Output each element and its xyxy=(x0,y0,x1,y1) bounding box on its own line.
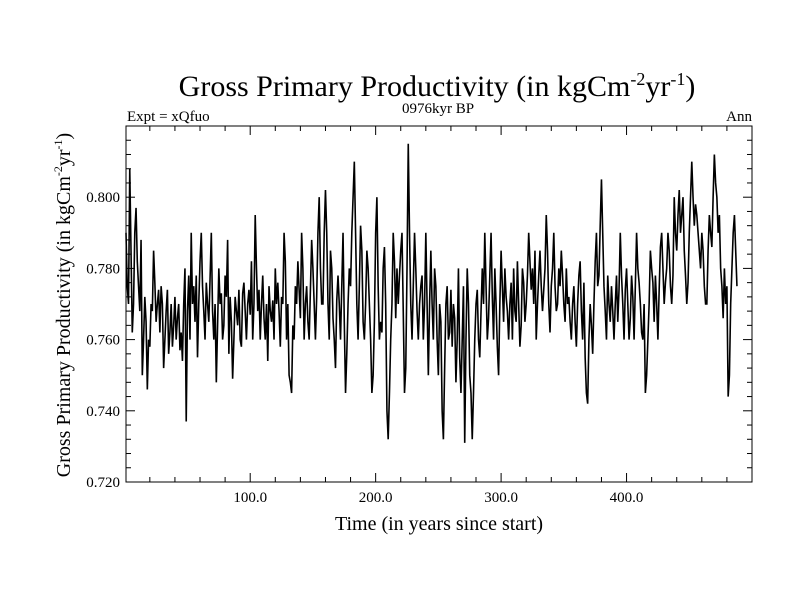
experiment-label: Expt = xQfuo xyxy=(127,109,210,125)
y-tick-label: 0.780 xyxy=(86,261,120,277)
chart-title-sup1: -2 xyxy=(630,69,645,89)
season-label: Ann xyxy=(726,109,752,125)
y-axis: 0.720 0.740 0.760 0.780 0.800 xyxy=(86,139,752,491)
y-tick-label: 0.720 xyxy=(86,475,120,491)
y-axis-label-mid: yr xyxy=(53,149,75,166)
chart-title-main: Gross Primary Productivity (in kgCm xyxy=(179,70,631,103)
chart-title-mid: yr xyxy=(645,70,670,103)
y-axis-label-sup1: -2 xyxy=(51,166,65,176)
period-label: 0976kyr BP xyxy=(402,101,474,117)
x-tick-label: 400.0 xyxy=(610,490,644,506)
chart-title-end: ) xyxy=(685,70,695,103)
chart-title-sup2: -1 xyxy=(670,69,685,89)
series-line xyxy=(125,143,738,443)
y-tick-label: 0.800 xyxy=(86,190,120,206)
y-tick-label: 0.740 xyxy=(86,404,120,420)
series-layer xyxy=(125,143,738,443)
x-tick-label: 200.0 xyxy=(359,490,393,506)
plot-frame xyxy=(125,125,753,483)
x-axis-label: Time (in years since start) xyxy=(335,513,543,535)
y-axis-label-end: ) xyxy=(53,133,75,140)
x-axis: 100.0 200.0 300.0 400.0 xyxy=(149,126,728,506)
y-tick-label: 0.760 xyxy=(86,333,120,349)
y-axis-label: Gross Primary Productivity (in kgCm-2yr-… xyxy=(51,133,75,477)
y-axis-label-sup2: -1 xyxy=(51,139,65,149)
y-axis-label-main: Gross Primary Productivity (in kgCm xyxy=(53,176,75,478)
x-tick-label: 300.0 xyxy=(484,490,518,506)
x-tick-label: 100.0 xyxy=(233,490,267,506)
chart-title: Gross Primary Productivity (in kgCm-2yr-… xyxy=(179,69,696,103)
